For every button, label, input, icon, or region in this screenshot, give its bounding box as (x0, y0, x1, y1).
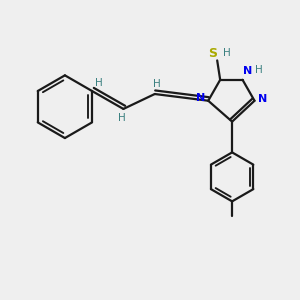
Text: H: H (255, 65, 263, 75)
Text: N: N (258, 94, 268, 104)
Text: H: H (223, 48, 231, 58)
Text: S: S (208, 47, 217, 60)
Text: H: H (118, 113, 126, 124)
Text: H: H (95, 78, 103, 88)
Text: N: N (196, 93, 206, 103)
Text: N: N (243, 66, 253, 76)
Text: H: H (153, 80, 161, 89)
